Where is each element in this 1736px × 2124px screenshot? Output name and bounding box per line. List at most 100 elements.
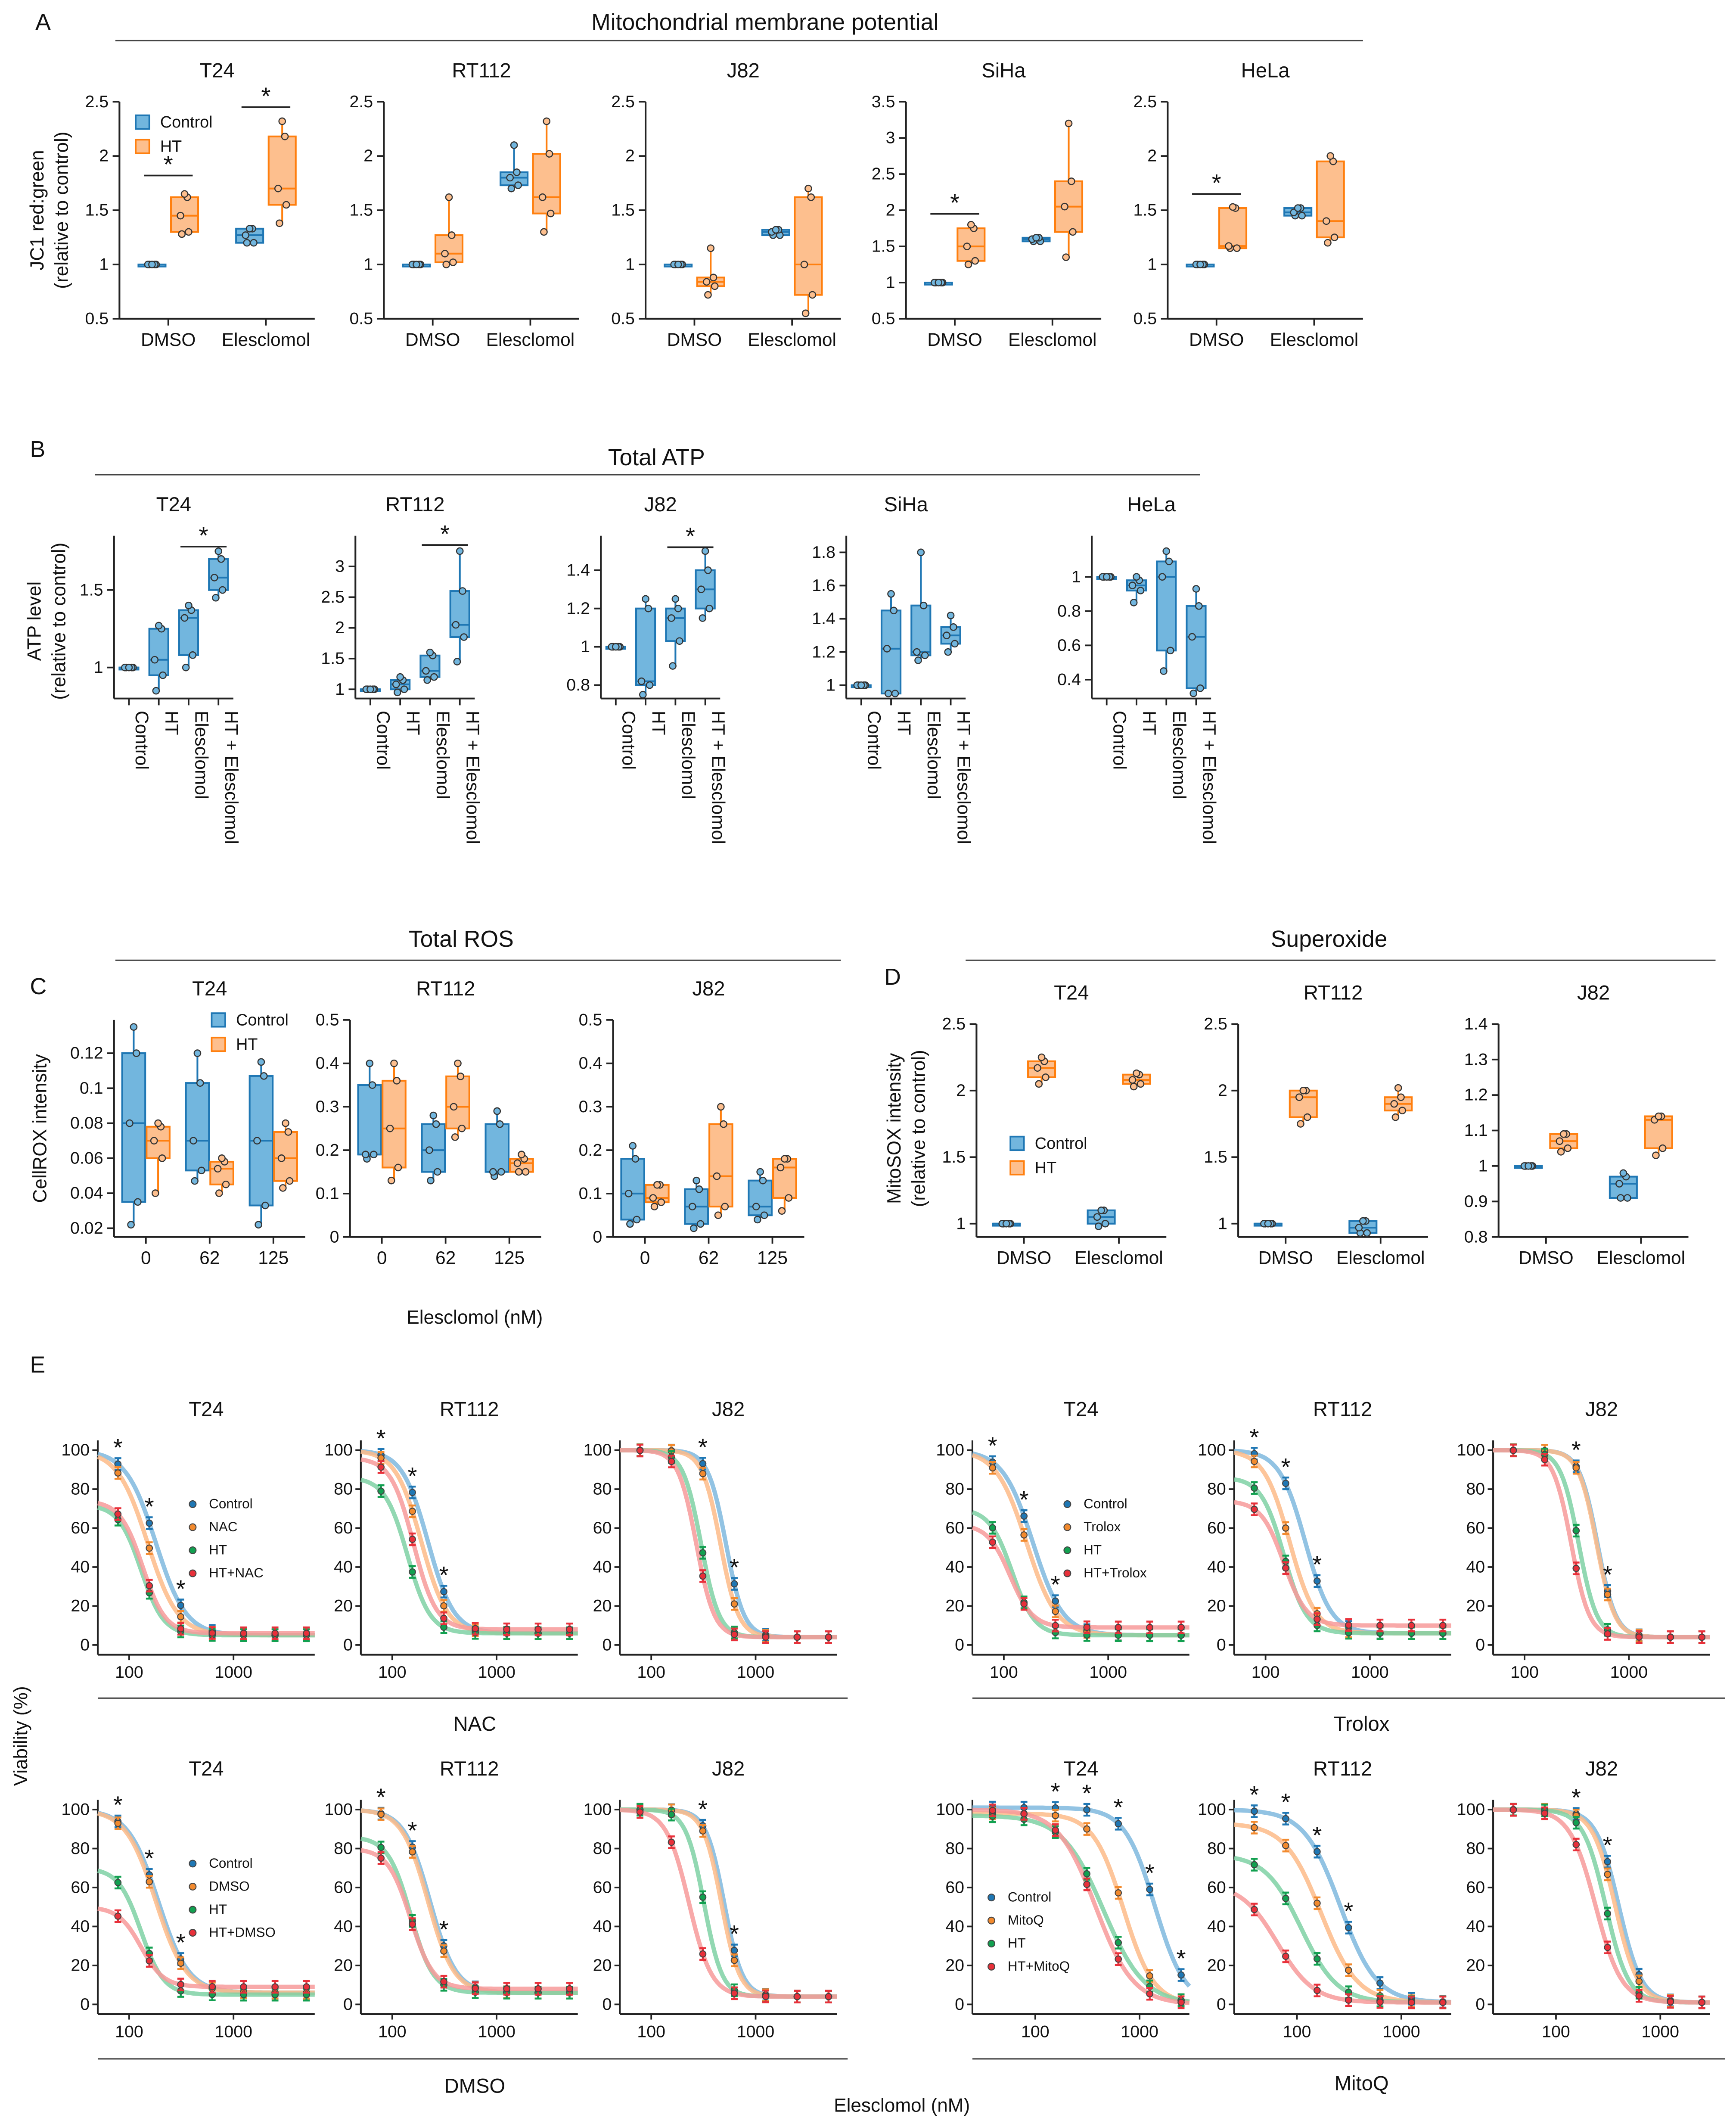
chart-title: T24 <box>1063 1398 1098 1421</box>
section-title-C: Total ROS <box>409 927 514 952</box>
chart-title: T24 <box>156 493 191 516</box>
data-point <box>1604 1630 1612 1638</box>
x-tick-label: 1000 <box>478 1663 516 1682</box>
data-point-group <box>1052 1823 1059 1837</box>
data-point <box>707 244 715 252</box>
data-point-group <box>793 1630 801 1644</box>
legend-marker <box>988 1962 996 1971</box>
legend-label: HT <box>1084 1542 1102 1558</box>
data-point <box>1035 1080 1043 1088</box>
data-point-group <box>1509 1443 1517 1458</box>
box-iqr <box>148 628 169 676</box>
data-point <box>1282 1815 1289 1822</box>
chart-E-DMSO-RT112 <box>355 1800 578 2020</box>
y-tick-label: 1.5 <box>1133 201 1157 220</box>
data-point <box>506 174 514 182</box>
data-point <box>1564 1144 1572 1152</box>
panel-letter-B: B <box>30 437 46 462</box>
box-ht-elesclomol <box>532 117 561 236</box>
data-point <box>1083 1623 1091 1631</box>
chart-E-DMSO-T24 <box>92 1800 315 2020</box>
data-point <box>454 1059 462 1067</box>
data-point <box>507 184 516 193</box>
x-category-label: DMSO <box>405 330 460 350</box>
data-point <box>1102 573 1111 581</box>
data-point-group <box>1251 1454 1258 1468</box>
data-point-group <box>177 1956 185 1970</box>
data-point <box>668 1458 675 1465</box>
data-point-group <box>668 1835 675 1849</box>
data-point-group <box>377 1807 385 1821</box>
y-tick-label: 2 <box>1147 146 1157 165</box>
fit-curve-ht <box>1493 1807 1710 2005</box>
data-point <box>1655 1112 1663 1120</box>
data-point <box>699 1572 707 1580</box>
data-point-group <box>1408 1995 1415 2009</box>
y-tick-label: 100 <box>61 1800 90 1819</box>
box-iqr <box>445 1075 470 1129</box>
y-tick-label: 80 <box>334 1480 353 1499</box>
box-iqr <box>635 607 656 686</box>
data-point <box>1652 1151 1660 1160</box>
data-point <box>114 1913 122 1920</box>
y-tick-label: 1 <box>363 255 373 274</box>
data-point-group <box>1604 1587 1612 1602</box>
box-iqr <box>146 1126 171 1159</box>
legend-marker <box>189 1906 197 1914</box>
data-point-group <box>1251 1903 1258 1916</box>
data-point <box>1052 1826 1059 1834</box>
data-point <box>649 1194 657 1202</box>
box-atp-control <box>851 681 872 689</box>
box-control-125 <box>484 1107 510 1180</box>
y-tick-label: 1 <box>1147 255 1157 274</box>
y-tick-label: 40 <box>71 1917 90 1936</box>
box-atp-ht <box>1126 573 1147 606</box>
data-point <box>214 547 223 555</box>
y-tick-label: 40 <box>334 1558 353 1577</box>
data-point-group <box>1282 1838 1289 1853</box>
data-point-group <box>1282 1891 1289 1906</box>
legend-swatch <box>135 139 150 154</box>
data-point <box>967 221 975 229</box>
data-point-group <box>472 1981 479 1995</box>
legend-label: MitoQ <box>1008 1913 1044 1928</box>
data-point <box>1158 573 1166 581</box>
data-point <box>146 1957 153 1965</box>
data-point <box>699 1894 707 1901</box>
data-point-group <box>1314 1952 1321 1966</box>
x-category-label: 62 <box>199 1248 220 1269</box>
data-point <box>762 1633 770 1641</box>
legend-marker <box>988 1894 996 1902</box>
x-category-label: DMSO <box>997 1248 1052 1269</box>
x-category-label: HT <box>1139 711 1159 735</box>
significance-star: * <box>1019 1486 1029 1514</box>
data-point-group <box>146 1875 153 1889</box>
data-point-group <box>409 1845 416 1859</box>
y-tick-label: 1 <box>1071 567 1081 586</box>
data-point <box>785 1194 793 1202</box>
data-point <box>257 1058 265 1066</box>
data-point <box>913 648 921 656</box>
x-category-label: 125 <box>258 1248 289 1269</box>
data-point <box>396 673 404 681</box>
data-point-group <box>409 1565 416 1579</box>
data-point <box>177 1625 185 1633</box>
box-control-0 <box>121 1023 146 1229</box>
data-point <box>212 594 220 602</box>
data-point <box>887 590 895 598</box>
chart-E-MitoQ-J82 <box>1488 1800 1710 2020</box>
data-point <box>1295 1093 1303 1101</box>
data-point <box>409 1568 416 1576</box>
data-point <box>1052 1622 1059 1630</box>
data-point <box>1188 633 1196 641</box>
data-point <box>1698 1633 1706 1641</box>
data-point <box>1604 1858 1612 1866</box>
data-point-group <box>1282 1476 1289 1490</box>
y-axis-label-D: (relative to control) <box>908 1050 929 1207</box>
significance-star: * <box>698 1796 708 1823</box>
legend-marker <box>1063 1523 1071 1531</box>
data-point-group <box>409 1532 416 1546</box>
data-point <box>1196 684 1204 692</box>
y-tick-label: 60 <box>1466 1878 1485 1897</box>
x-tick-label: 100 <box>637 1663 665 1682</box>
